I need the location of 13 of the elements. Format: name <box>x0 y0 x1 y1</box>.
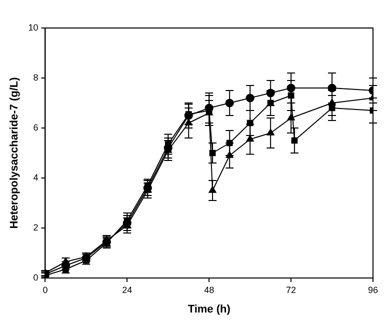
x-axis-title: Time (h) <box>188 303 231 316</box>
x-tick-label: 0 <box>42 284 48 295</box>
x-tick-label: 24 <box>122 284 132 295</box>
x-tick-label: 96 <box>368 284 378 295</box>
y-tick-label: 10 <box>28 22 38 32</box>
y-tick-label: 8 <box>33 72 38 82</box>
y-tick-label: 4 <box>33 172 38 182</box>
x-tick-label: 72 <box>286 284 296 295</box>
y-tick-label: 2 <box>33 222 38 232</box>
y-tick-label: 6 <box>33 122 38 132</box>
y-axis-title: Heteropolysaccharide-7 (g/L) <box>8 76 21 229</box>
x-tick-label: 48 <box>204 284 214 295</box>
y-tick-label: 0 <box>33 272 38 282</box>
